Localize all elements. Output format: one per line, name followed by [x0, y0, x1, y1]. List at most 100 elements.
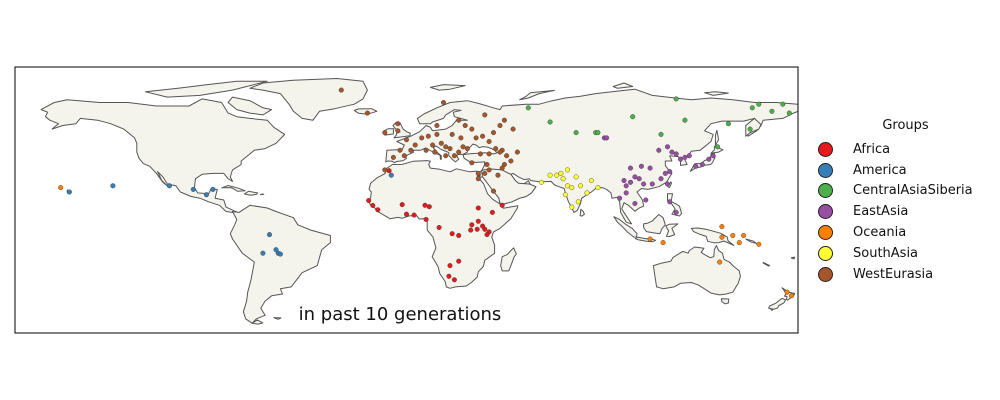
sample-point-westeurasia	[441, 99, 447, 105]
sample-point-westeurasia	[469, 160, 475, 166]
sample-point-westeurasia	[497, 122, 503, 128]
sample-point-centralasiasiberia	[780, 101, 786, 107]
sample-point-westeurasia	[482, 112, 488, 118]
sample-point-africa	[386, 168, 392, 174]
landmass-tierra	[251, 319, 264, 325]
legend-marker	[818, 266, 833, 282]
sample-point-eastasia	[621, 177, 627, 183]
sample-point-southasia	[573, 174, 579, 180]
sample-point-eastasia	[678, 156, 684, 162]
sample-point-oceania	[660, 240, 666, 246]
sample-point-westeurasia	[432, 149, 438, 155]
sample-point-southasia	[565, 183, 571, 189]
sample-point-westeurasia	[482, 170, 488, 176]
sample-point-westeurasia	[395, 128, 401, 134]
landmass-layer	[40, 78, 798, 325]
landmass-falkland	[273, 317, 282, 320]
sample-point-africa	[451, 277, 457, 283]
landmass-greenland	[249, 78, 368, 121]
landmass-sulawesi	[665, 223, 679, 237]
sample-point-america	[277, 251, 283, 257]
sample-point-centralasiasiberia	[525, 105, 531, 111]
sample-point-eastasia	[673, 151, 679, 157]
legend-items: Africa America CentralAsiaSiberia EastAsia O…	[818, 139, 993, 285]
sample-point-westeurasia	[338, 87, 344, 93]
sample-point-westeurasia	[443, 144, 449, 150]
legend-label: CentralAsiaSiberia	[853, 183, 973, 199]
sample-point-africa	[399, 202, 405, 208]
sample-point-america	[260, 250, 266, 256]
legend-marker	[818, 204, 833, 220]
sample-point-africa	[423, 216, 429, 222]
sample-point-westeurasia	[460, 144, 466, 150]
landmass-baffin	[227, 96, 273, 116]
sample-point-southasia	[584, 190, 590, 196]
sample-point-westeurasia	[430, 142, 436, 148]
legend-item-westeurasia: WestEurasia	[818, 264, 993, 285]
landmass-novaya-zemlya	[519, 89, 555, 101]
landmass-arctic-isles	[145, 80, 268, 98]
sample-point-america	[110, 183, 116, 189]
sample-point-southasia	[547, 172, 553, 178]
sample-point-eastasia	[643, 197, 649, 203]
landmass-sumatra	[613, 216, 638, 238]
sample-point-westeurasia	[473, 135, 479, 141]
legend-label: Africa	[853, 141, 891, 157]
sample-point-oceania	[756, 241, 762, 247]
sample-point-westeurasia	[493, 146, 499, 152]
sample-point-westeurasia	[434, 122, 440, 128]
sample-point-africa	[480, 223, 486, 229]
sample-point-africa	[366, 197, 372, 203]
landmass-solomon	[745, 238, 757, 244]
sample-point-centralasiasiberia	[786, 110, 792, 116]
sample-point-westeurasia	[499, 165, 505, 171]
sample-point-africa	[422, 202, 428, 208]
sample-point-centralasiasiberia	[769, 108, 775, 114]
landmass-africa	[368, 160, 519, 289]
sample-point-westeurasia	[514, 149, 520, 155]
sample-point-centralasiasiberia	[547, 119, 553, 125]
sample-point-westeurasia	[480, 133, 486, 139]
landmass-north-america	[40, 98, 286, 213]
sample-point-westeurasia	[438, 140, 444, 146]
sample-point-westeurasia	[491, 188, 497, 194]
sample-point-westeurasia	[401, 153, 407, 159]
landmass-south-america	[229, 204, 331, 324]
sample-point-america	[210, 186, 216, 192]
sample-point-oceania	[647, 236, 653, 242]
sample-point-westeurasia	[504, 153, 510, 159]
sample-point-africa	[426, 204, 432, 210]
sample-point-eastasia	[699, 161, 705, 167]
sample-point-westeurasia	[464, 146, 470, 152]
sample-point-westeurasia	[469, 126, 475, 132]
sample-point-africa	[404, 211, 410, 217]
sample-point-oceania	[784, 289, 790, 295]
sample-point-centralasiasiberia	[725, 121, 731, 127]
sample-point-centralasiasiberia	[595, 130, 601, 136]
legend-marker	[818, 183, 833, 199]
sample-point-southasia	[538, 179, 544, 185]
sample-point-southasia	[560, 176, 566, 182]
legend-marker	[818, 141, 833, 157]
sample-point-eastasia	[669, 149, 675, 155]
sample-point-westeurasia	[397, 147, 403, 153]
sample-point-oceania	[58, 185, 64, 191]
sample-point-westeurasia	[412, 142, 418, 148]
sample-point-oceania	[719, 224, 725, 230]
sample-point-africa	[375, 207, 381, 213]
legend-label: America	[853, 162, 907, 178]
sample-point-westeurasia	[475, 176, 481, 182]
landmass-new-siberian	[704, 91, 729, 96]
sample-point-eastasia	[632, 200, 638, 206]
legend-marker	[818, 162, 833, 178]
legend: Groups Africa America CentralAsiaSiberia Ea…	[818, 118, 993, 285]
landmass-madagascar	[500, 247, 517, 272]
sample-point-westeurasia	[449, 131, 455, 137]
sample-point-america	[273, 247, 279, 253]
map-caption: in past 10 generations	[299, 304, 502, 325]
sample-point-southasia	[569, 185, 575, 191]
sample-point-africa	[411, 212, 417, 218]
sample-point-westeurasia	[462, 122, 468, 128]
sample-point-eastasia	[693, 163, 699, 169]
